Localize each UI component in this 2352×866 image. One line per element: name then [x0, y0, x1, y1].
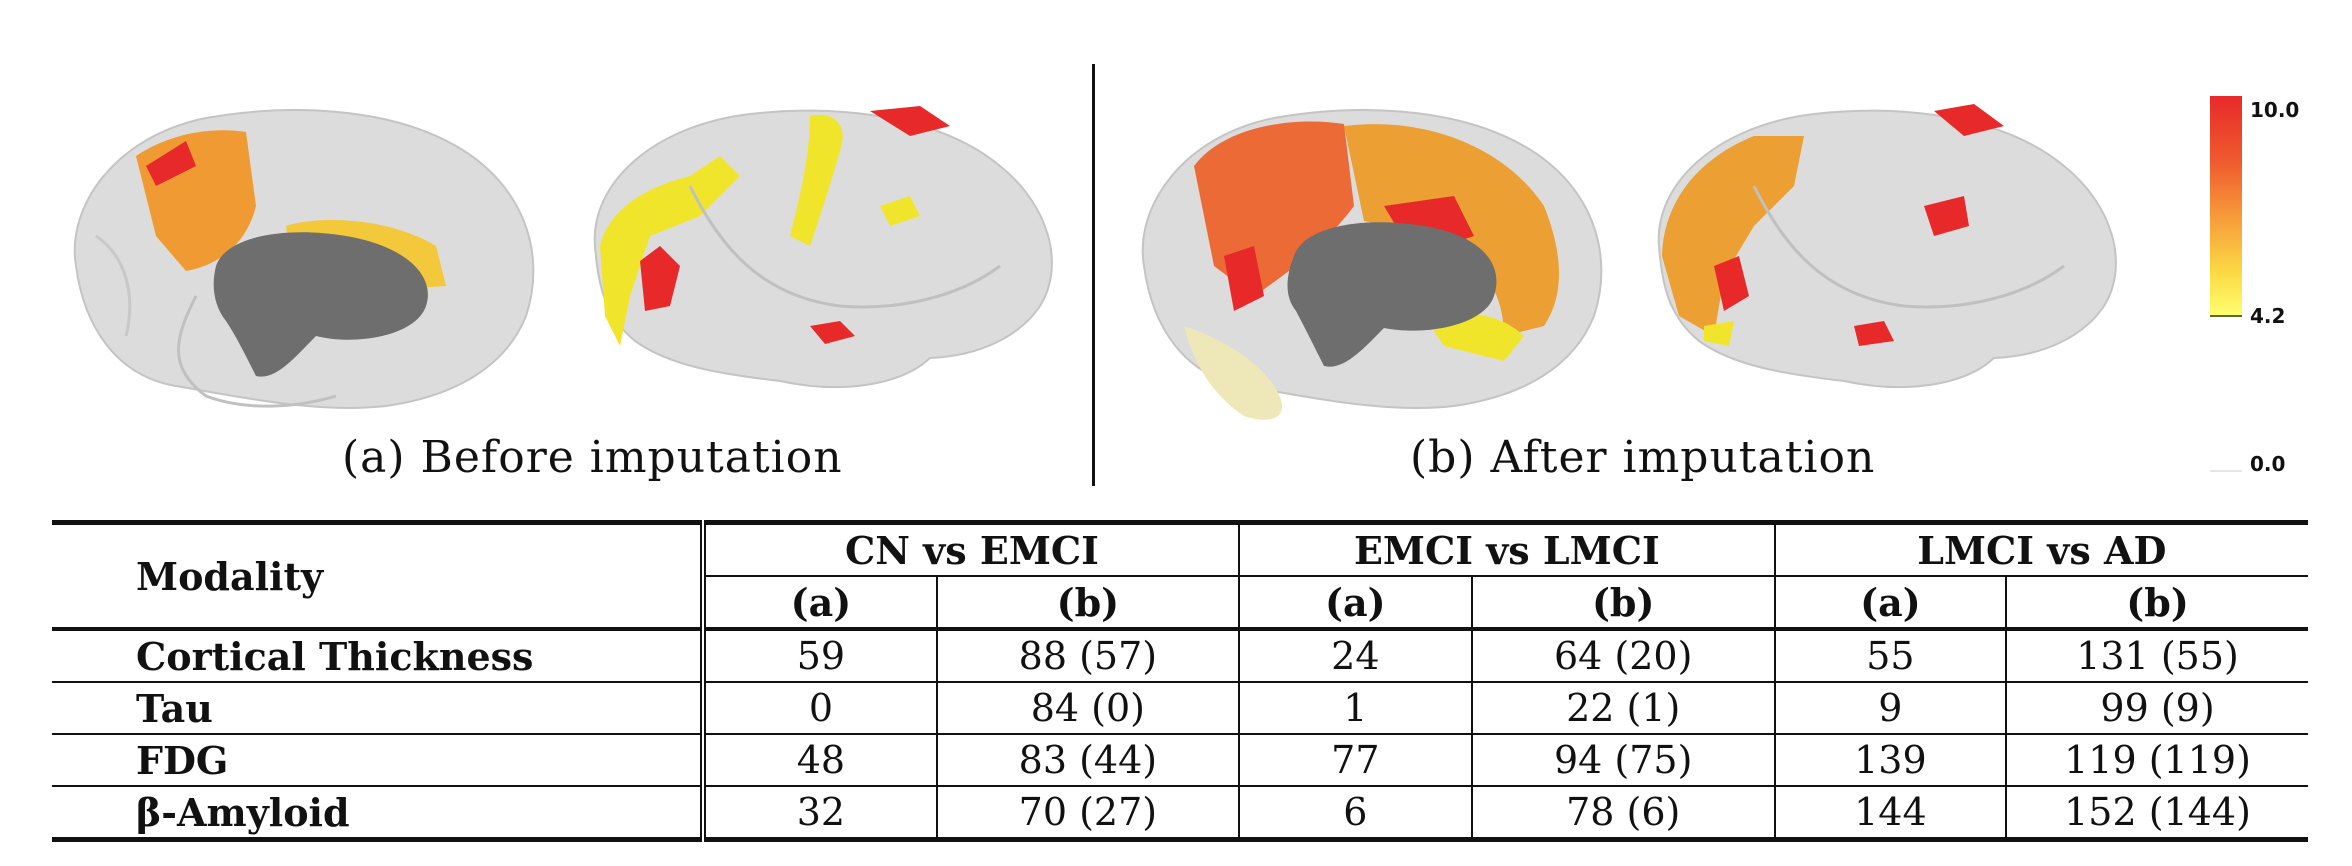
brain-before-medial: [73, 109, 535, 409]
group-header: CN vs EMCI: [702, 520, 1239, 577]
table-cell: 152 (144): [2005, 786, 2308, 842]
subheader: (b): [1470, 576, 1775, 631]
subheader: (a): [1237, 576, 1472, 631]
table-cell: 32: [702, 786, 937, 842]
table-cell: 22 (1): [1470, 682, 1775, 735]
group-header: LMCI vs AD: [1773, 520, 2308, 577]
table-cell: 99 (9): [2005, 682, 2308, 735]
table-cell: 131 (55): [2005, 629, 2308, 683]
table-cell: 144: [1773, 786, 2007, 842]
row-modality: Cortical Thickness: [52, 629, 706, 683]
subheader: (b): [2005, 576, 2308, 631]
figure: (a) Before imputation (b) After imputati…: [73, 64, 2300, 486]
row-modality: FDG: [52, 734, 706, 787]
table-row: FDG 48 83 (44) 77 94 (75) 139 119 (119): [52, 734, 2308, 787]
table-row: Cortical Thickness 59 88 (57) 24 64 (20)…: [52, 629, 2308, 683]
modality-header: Modality: [52, 520, 706, 631]
table-cell: 1: [1237, 682, 1472, 735]
table-cell: 94 (75): [1470, 734, 1775, 787]
group-header: EMCI vs LMCI: [1237, 520, 1775, 577]
table-cell: 78 (6): [1470, 786, 1775, 842]
subheader: (a): [1773, 576, 2007, 631]
colorbar-mid-tick: [2210, 315, 2242, 317]
table-cell: 59: [702, 629, 937, 683]
colorbar-min-label: 0.0: [2250, 452, 2286, 476]
table-cell: 77: [1237, 734, 1472, 787]
table-cell: 119 (119): [2005, 734, 2308, 787]
figure-divider: [1092, 64, 1095, 486]
table-row: Tau 0 84 (0) 1 22 (1) 9 99 (9): [52, 682, 2308, 735]
caption-b: (b) After imputation: [1410, 432, 1876, 483]
table-cell: 6: [1237, 786, 1472, 842]
subheader: (a): [702, 576, 937, 631]
table-header-row: Modality CN vs EMCI EMCI vs LMCI LMCI vs…: [52, 520, 2308, 631]
brain-after-lateral: [1657, 104, 2117, 389]
table-cell: 139: [1773, 734, 2007, 787]
table-cell: 84 (0): [935, 682, 1239, 735]
brain-before-lateral: [593, 106, 1053, 389]
colorbar-max-label: 10.0: [2250, 98, 2300, 122]
table-cell: 0: [702, 682, 937, 735]
colorbar-min-tick: [2210, 470, 2242, 472]
subheader: (b): [935, 576, 1239, 631]
table-cell: 83 (44): [935, 734, 1239, 787]
brain-after-medial: [1141, 109, 1603, 420]
table-cell: 48: [702, 734, 937, 787]
table-cell: 24: [1237, 629, 1472, 683]
colorbar-mid-label: 4.2: [2250, 304, 2286, 328]
table-cell: 55: [1773, 629, 2007, 683]
row-modality: Tau: [52, 682, 706, 735]
table-subheader-row: (a) (b) (a) (b) (a) (b): [52, 576, 2308, 631]
caption-a: (a) Before imputation: [342, 432, 843, 483]
table-cell: 88 (57): [935, 629, 1239, 683]
table-row: β-Amyloid 32 70 (27) 6 78 (6) 144 152 (1…: [52, 786, 2308, 842]
colorbar: [2210, 96, 2242, 316]
results-table: Modality CN vs EMCI EMCI vs LMCI LMCI vs…: [52, 520, 2308, 842]
table-cell: 70 (27): [935, 786, 1239, 842]
table-cell: 64 (20): [1470, 629, 1775, 683]
row-modality: β-Amyloid: [52, 786, 706, 842]
table-cell: 9: [1773, 682, 2007, 735]
